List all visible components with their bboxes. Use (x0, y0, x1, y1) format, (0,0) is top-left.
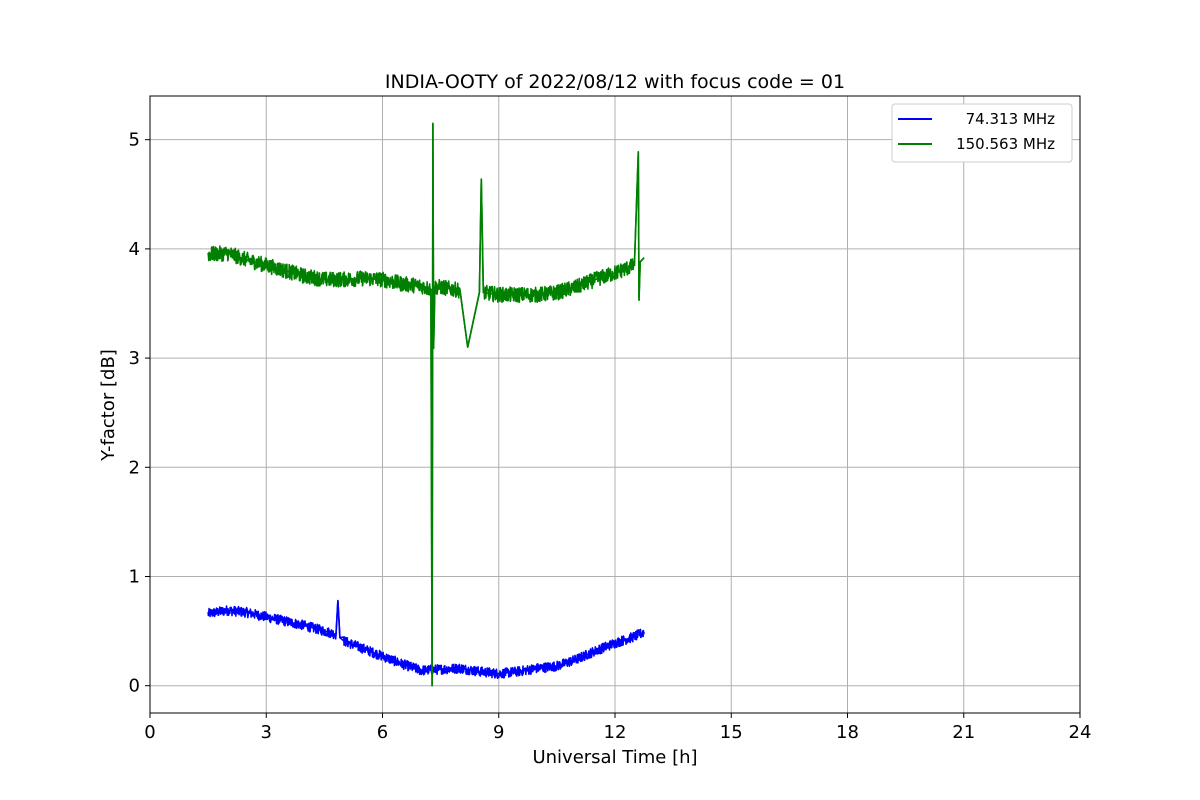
x-tick-label: 21 (952, 722, 975, 743)
x-tick-label: 24 (1069, 722, 1092, 743)
y-axis-title: Y-factor [dB] (98, 349, 119, 462)
x-tick-label: 0 (144, 722, 155, 743)
legend-frame (891, 103, 1073, 163)
x-tick-label: 12 (604, 722, 627, 743)
legend-label-1: 150.563 MHz (956, 135, 1055, 153)
x-axis-title: Universal Time [h] (532, 747, 697, 768)
x-tick-label: 6 (377, 722, 388, 743)
x-tick-label: 3 (261, 722, 272, 743)
legend-label-0: 74.313 MHz (966, 110, 1055, 128)
y-axis: 0 1 2 3 4 5 (129, 130, 150, 697)
x-tick-label: 9 (493, 722, 504, 743)
y-tick-label: 0 (129, 676, 140, 697)
series-line-1 (207, 122, 645, 687)
x-axis: 0 3 6 9 12 15 18 21 24 (144, 713, 1091, 743)
y-tick-label: 1 (129, 566, 140, 587)
plot-lines (207, 122, 645, 687)
legend: 74.313 MHz 150.563 MHz (891, 103, 1073, 163)
series-anchor-line-1 (208, 123, 645, 686)
y-tick-label: 5 (129, 130, 140, 151)
y-tick-label: 3 (129, 348, 140, 369)
y-tick-label: 4 (129, 239, 140, 260)
series-anchor-line-0 (207, 600, 645, 675)
x-tick-label: 18 (836, 722, 859, 743)
y-tick-label: 2 (129, 457, 140, 478)
x-tick-label: 15 (720, 722, 743, 743)
chart-title: INDIA-OOTY of 2022/08/12 with focus code… (385, 71, 845, 93)
